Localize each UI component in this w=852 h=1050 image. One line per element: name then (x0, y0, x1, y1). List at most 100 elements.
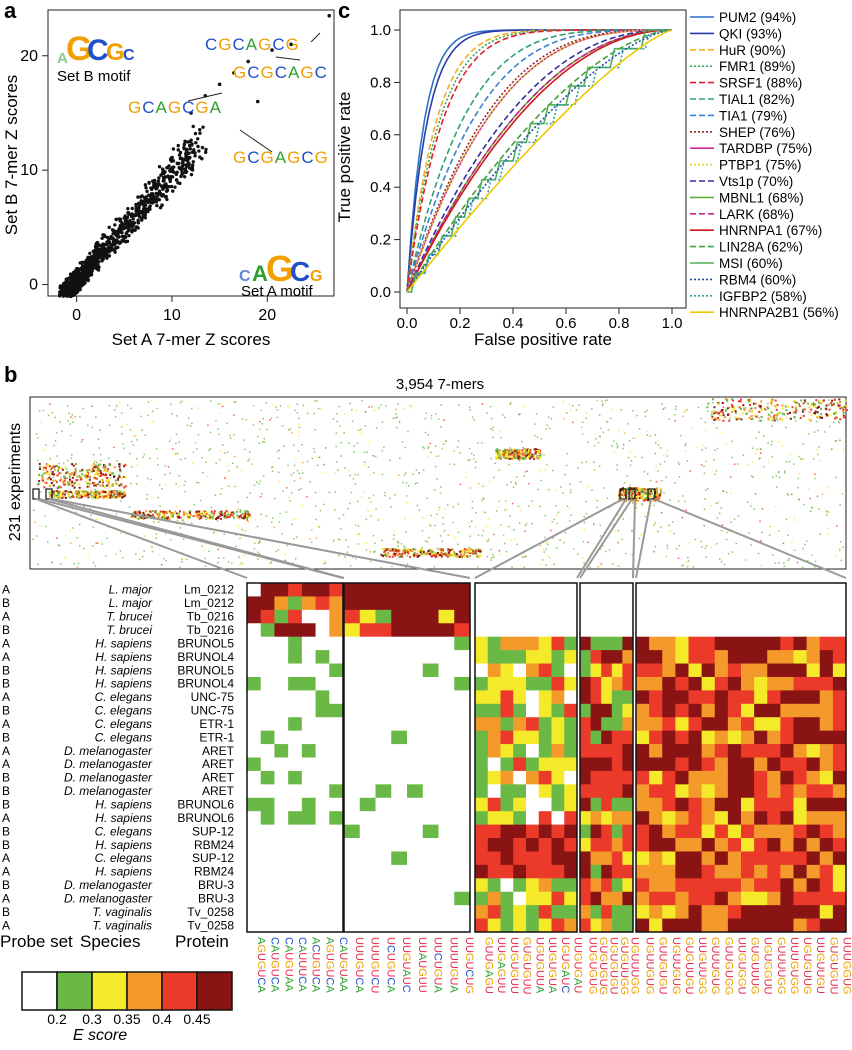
heatmap-cell (475, 690, 489, 705)
overview-cell (78, 483, 81, 485)
heatmap-cell (475, 797, 489, 812)
overview-cell (720, 561, 723, 563)
overview-cell (170, 403, 172, 406)
overview-cell (237, 501, 239, 503)
overview-cell (281, 425, 284, 427)
scatter-point (78, 261, 82, 265)
overview-cell (556, 514, 558, 516)
overview-cell (193, 504, 196, 506)
overview-cell (797, 486, 799, 489)
heatmap-cell (538, 650, 552, 664)
overview-cell (437, 418, 440, 420)
overview-cell (210, 506, 213, 509)
overview-cell (527, 449, 530, 452)
overview-cell (368, 497, 371, 499)
overview-cell (716, 517, 719, 519)
overview-cell (808, 418, 811, 421)
scatter-point (130, 230, 134, 234)
scatter-point (169, 175, 173, 179)
overview-cell (602, 431, 605, 434)
overview-cell (93, 473, 96, 476)
heatmap-cell (260, 770, 275, 785)
overview-cell (144, 535, 146, 537)
overview-cell (109, 477, 112, 479)
scatter-point (143, 210, 147, 215)
heatmap-cell (301, 650, 316, 664)
roc-curve-18 (406, 29, 673, 293)
row-protein: BRUNOL5 (177, 663, 234, 677)
overview-cell (159, 512, 161, 514)
overview-cell (830, 448, 833, 450)
heatmap-cell (438, 918, 455, 933)
overview-cell (620, 409, 622, 411)
heatmap-cell (359, 811, 376, 826)
overview-cell (143, 550, 145, 552)
overview-cell (58, 462, 60, 465)
overview-cell (337, 538, 340, 541)
heatmap-cell (344, 797, 361, 812)
overview-cell (559, 539, 561, 541)
overview-cell (601, 404, 604, 407)
heatmap-cell (407, 703, 424, 718)
heatmap-cell (551, 770, 565, 785)
overview-cell (223, 533, 226, 535)
overview-cell (474, 466, 477, 469)
overview-cell (256, 481, 258, 484)
zoom-marker-4 (647, 488, 656, 500)
overview-cell (192, 462, 194, 465)
overview-cell (254, 519, 257, 521)
overview-cell (184, 480, 186, 483)
overview-cell (441, 552, 444, 555)
overview-cell (572, 421, 574, 424)
overview-cell (810, 510, 812, 512)
overview-cell (109, 494, 112, 497)
overview-cell (786, 461, 788, 463)
heatmap-cell (422, 878, 439, 893)
overview-cell (493, 533, 495, 536)
overview-cell (492, 426, 495, 429)
overview-cell (226, 510, 229, 513)
heatmap-cell (500, 784, 514, 799)
overview-cell (150, 478, 152, 481)
heatmap-cell (288, 717, 303, 732)
overview-cell (71, 414, 73, 416)
overview-cell (228, 470, 230, 472)
heatmap-cell (564, 663, 578, 678)
row-species: H. sapiens (95, 663, 152, 677)
overview-cell (474, 526, 477, 528)
overview-cell (357, 525, 360, 527)
roc-curve-13 (406, 29, 673, 293)
overview-cell (396, 554, 399, 557)
overview-cell (156, 457, 159, 460)
overview-cell (317, 525, 319, 527)
overview-cell (90, 491, 93, 494)
row-protein: ARET (202, 744, 235, 758)
overview-cell (413, 552, 416, 555)
overview-cell (418, 509, 421, 511)
overview-cell (524, 555, 526, 558)
overview-cell (706, 406, 709, 409)
heatmap-cell (288, 797, 303, 812)
overview-cell (821, 493, 824, 495)
overview-cell (98, 480, 101, 483)
scatter-point (95, 261, 99, 265)
overview-cell (348, 469, 350, 472)
overview-cell (587, 485, 590, 488)
overview-cell (150, 399, 153, 401)
heatmap-cell (288, 730, 303, 745)
scatter-point (183, 139, 187, 144)
overview-cell (97, 467, 100, 470)
overview-cell (544, 469, 547, 471)
kmer-letter: C (315, 63, 328, 82)
overview-cell (156, 407, 158, 410)
overview-cell (505, 508, 507, 511)
heatmap-cell (422, 864, 439, 879)
overview-cell (528, 482, 530, 485)
scatter-point (177, 153, 182, 157)
overview-cell (539, 544, 542, 547)
overview-cell (505, 550, 508, 553)
overview-cell (761, 531, 763, 534)
heatmap-cell (513, 784, 527, 799)
heatmap-cell (438, 650, 455, 664)
overview-cell (837, 404, 840, 407)
